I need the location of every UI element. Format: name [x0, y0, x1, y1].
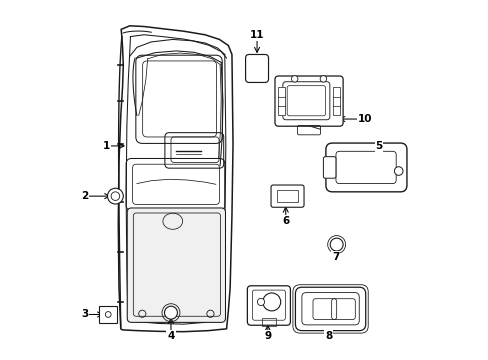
- FancyBboxPatch shape: [277, 87, 285, 97]
- Text: 8: 8: [325, 331, 332, 341]
- Text: 5: 5: [375, 141, 382, 151]
- Polygon shape: [118, 26, 233, 332]
- FancyBboxPatch shape: [332, 105, 339, 115]
- FancyBboxPatch shape: [332, 96, 339, 106]
- Text: 9: 9: [264, 331, 271, 341]
- Text: 3: 3: [81, 310, 88, 319]
- FancyBboxPatch shape: [277, 105, 285, 115]
- FancyBboxPatch shape: [295, 287, 365, 330]
- Text: 2: 2: [81, 191, 88, 201]
- FancyBboxPatch shape: [270, 185, 304, 207]
- FancyBboxPatch shape: [274, 76, 343, 126]
- Circle shape: [291, 76, 297, 82]
- Circle shape: [164, 306, 177, 319]
- Text: 11: 11: [249, 30, 264, 40]
- Circle shape: [107, 188, 123, 204]
- Circle shape: [394, 167, 402, 175]
- Circle shape: [329, 238, 343, 251]
- FancyBboxPatch shape: [325, 143, 406, 192]
- FancyBboxPatch shape: [332, 87, 339, 97]
- Text: 6: 6: [282, 216, 289, 226]
- Text: 1: 1: [102, 141, 110, 151]
- FancyBboxPatch shape: [127, 208, 225, 322]
- FancyBboxPatch shape: [247, 286, 290, 325]
- Text: 7: 7: [331, 252, 339, 262]
- FancyBboxPatch shape: [323, 157, 335, 178]
- FancyBboxPatch shape: [245, 54, 268, 82]
- FancyBboxPatch shape: [277, 96, 285, 106]
- FancyBboxPatch shape: [99, 306, 117, 323]
- Circle shape: [257, 298, 264, 306]
- Circle shape: [320, 76, 326, 82]
- Text: 10: 10: [357, 114, 371, 124]
- Circle shape: [262, 293, 280, 311]
- Text: 4: 4: [167, 331, 174, 341]
